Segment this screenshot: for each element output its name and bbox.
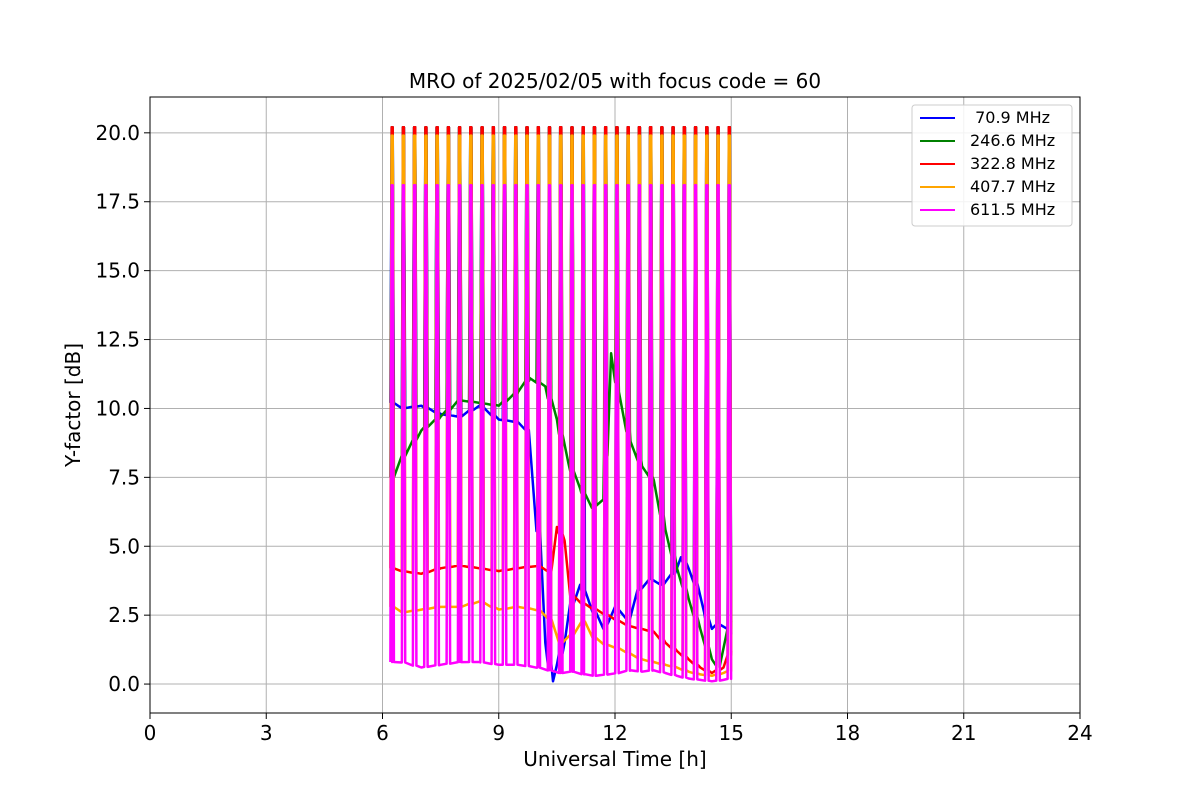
x-tick-label: 15 — [719, 721, 744, 745]
legend-label-0: 70.9 MHz — [970, 108, 1050, 127]
chart-title: MRO of 2025/02/05 with focus code = 60 — [409, 69, 821, 93]
y-tick-label: 5.0 — [108, 534, 140, 558]
x-tick-label: 6 — [376, 721, 389, 745]
y-tick-label: 20.0 — [95, 121, 140, 145]
x-tick-label: 18 — [835, 721, 860, 745]
legend-label-2: 322.8 MHz — [970, 154, 1055, 173]
y-axis-label: Y-factor [dB] — [61, 343, 85, 468]
y-tick-label: 0.0 — [108, 672, 140, 696]
series-lines — [389, 126, 733, 683]
y-tick-label: 7.5 — [108, 465, 140, 489]
x-tick-label: 21 — [951, 721, 976, 745]
series-line-4 — [389, 183, 733, 683]
legend-label-3: 407.7 MHz — [970, 177, 1055, 196]
x-axis-label: Universal Time [h] — [523, 747, 706, 771]
legend-label-1: 246.6 MHz — [970, 131, 1055, 150]
x-tick-label: 0 — [144, 721, 157, 745]
legend-box — [911, 104, 1073, 227]
x-tick-label: 24 — [1067, 721, 1092, 745]
legend: 70.9 MHz 246.6 MHz 322.8 MHz 407.7 MHz 611.5… — [911, 104, 1073, 227]
legend-label-4: 611.5 MHz — [970, 200, 1055, 219]
axis-ticks: 0 3 6 9 12 15 18 21 24 0.0 2.5 5.0 7.5 10.0 12.5 15.0 17… — [95, 121, 1092, 745]
y-tick-label: 15.0 — [95, 259, 140, 283]
series-line-2 — [389, 126, 733, 675]
x-tick-label: 3 — [260, 721, 273, 745]
y-tick-label: 2.5 — [108, 603, 140, 627]
y-tick-label: 12.5 — [95, 328, 140, 352]
y-tick-label: 17.5 — [95, 190, 140, 214]
x-tick-label: 9 — [492, 721, 505, 745]
y-tick-label: 10.0 — [95, 396, 140, 420]
x-tick-label: 12 — [602, 721, 627, 745]
